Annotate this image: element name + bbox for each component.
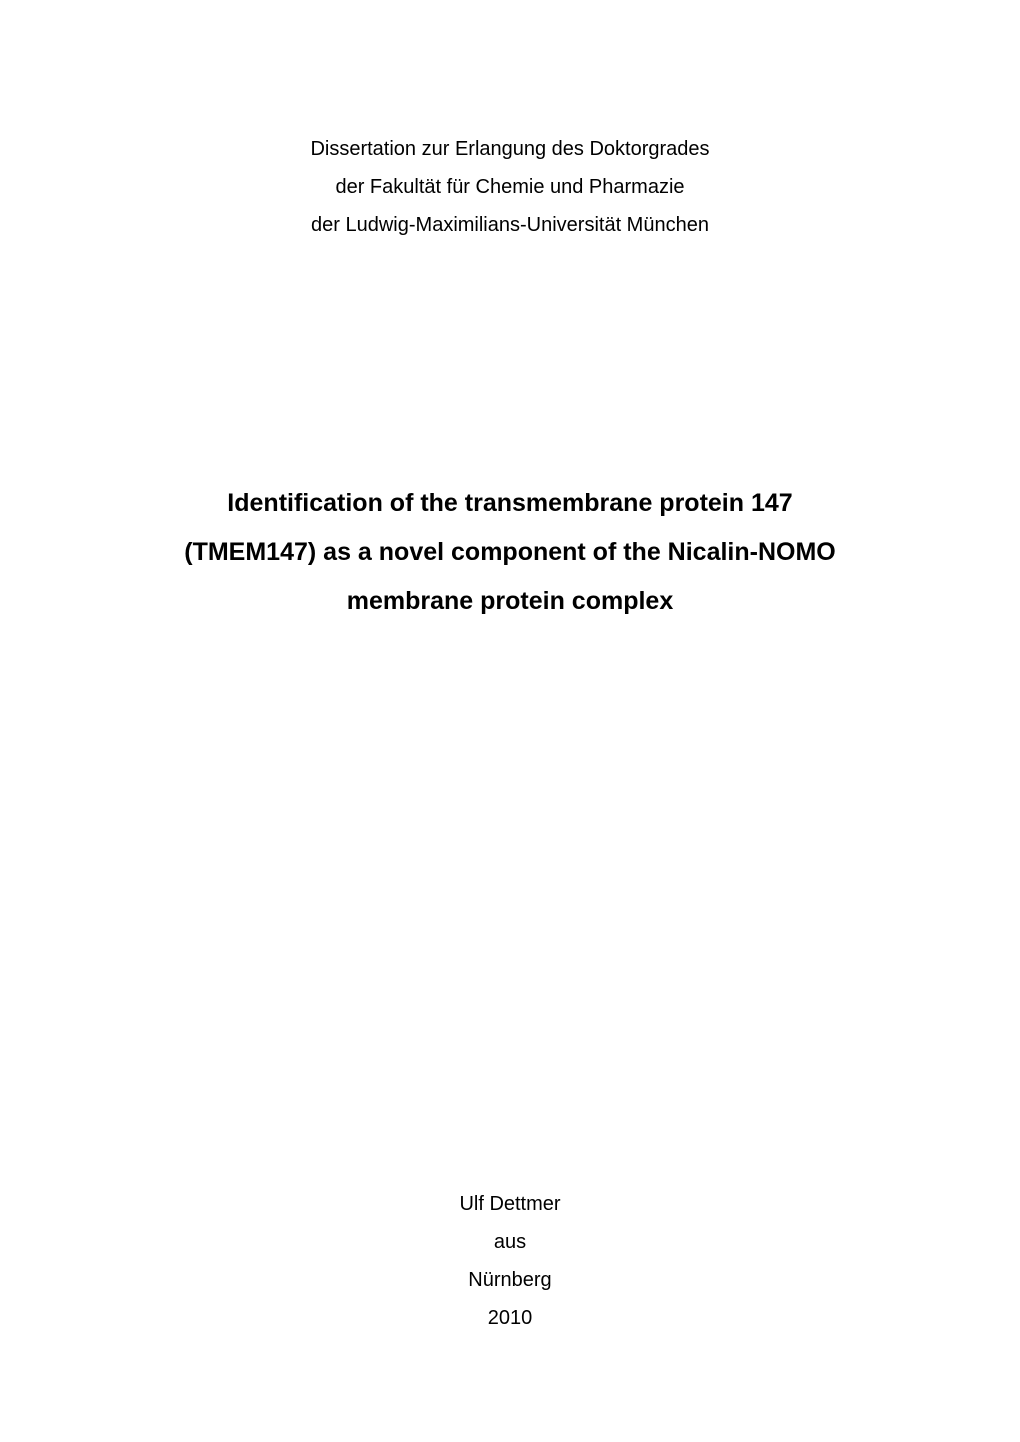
author-block: Ulf Dettmer aus Nürnberg 2010 — [459, 1185, 560, 1337]
preamble-line-2: der Fakultät für Chemie und Pharmazie — [310, 168, 709, 206]
title-line-3: membrane protein complex — [184, 577, 835, 626]
preamble-line-1: Dissertation zur Erlangung des Doktorgra… — [310, 130, 709, 168]
preamble-line-3: der Ludwig-Maximilians-Universität Münch… — [310, 206, 709, 244]
title-line-2: (TMEM147) as a novel component of the Ni… — [184, 528, 835, 577]
dissertation-preamble: Dissertation zur Erlangung des Doktorgra… — [310, 130, 709, 244]
author-year: 2010 — [459, 1299, 560, 1337]
author-from-label: aus — [459, 1223, 560, 1261]
title-line-1: Identification of the transmembrane prot… — [184, 479, 835, 528]
dissertation-title: Identification of the transmembrane prot… — [184, 479, 835, 625]
author-name: Ulf Dettmer — [459, 1185, 560, 1223]
author-place: Nürnberg — [459, 1261, 560, 1299]
